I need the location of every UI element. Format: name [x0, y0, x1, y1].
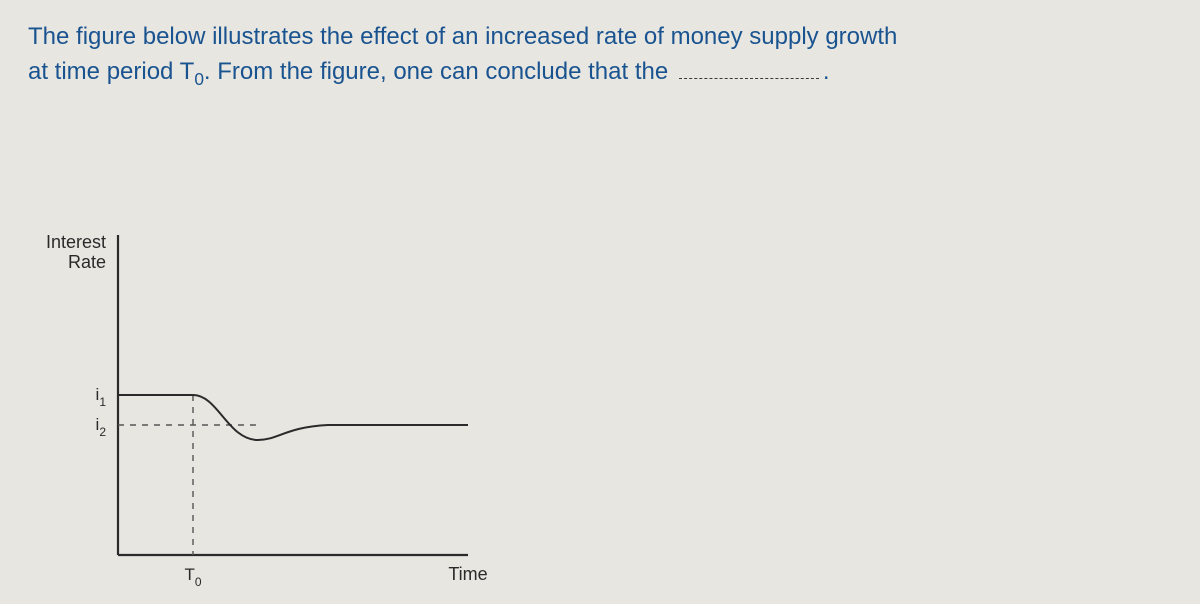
question-text: The figure below illustrates the effect … — [28, 20, 1172, 92]
question-line1: The figure below illustrates the effect … — [28, 23, 897, 50]
x-tick-t0: T0 — [184, 565, 201, 589]
interest-rate-curve — [118, 395, 468, 440]
chart-svg: Interest Rate i1 i2 T0 Time — [28, 230, 548, 590]
y-axis-label-2: Rate — [68, 252, 106, 272]
y-tick-i2: i2 — [96, 415, 107, 439]
x-axis-label: Time — [448, 564, 487, 584]
fill-blank[interactable] — [679, 56, 819, 79]
y-axis-label-1: Interest — [46, 232, 106, 252]
question-line2-a: at time period T — [28, 58, 194, 85]
interest-rate-chart: Interest Rate i1 i2 T0 Time — [28, 230, 548, 590]
question-t0-sub: 0 — [194, 69, 204, 89]
question-line2-b: . From the figure, one can conclude that… — [204, 58, 675, 85]
y-tick-i1: i1 — [96, 385, 107, 409]
question-line2-c: . — [823, 58, 830, 85]
question-page: The figure below illustrates the effect … — [0, 0, 1200, 604]
